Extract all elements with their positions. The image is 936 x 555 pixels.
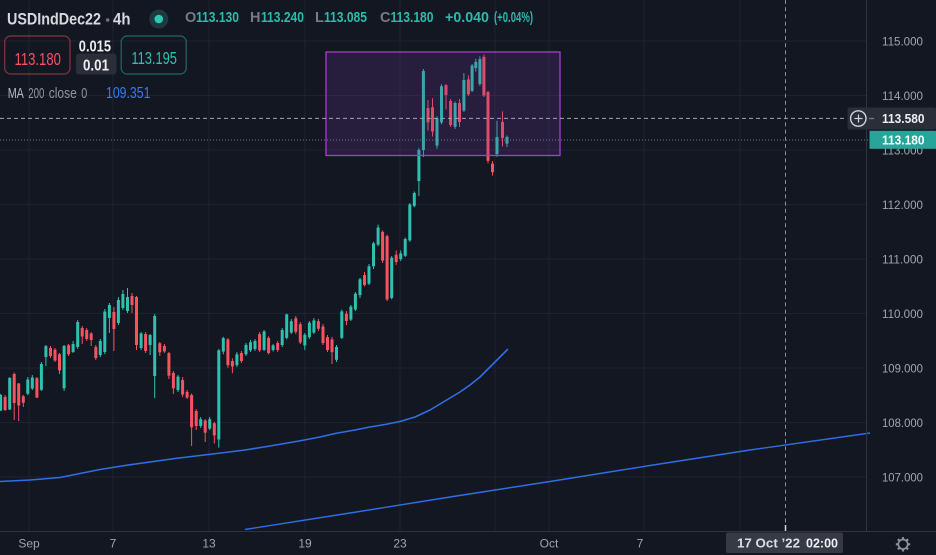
svg-text:Oct: Oct: [540, 537, 559, 551]
svg-text:0.015: 0.015: [79, 39, 111, 56]
svg-text:4h: 4h: [113, 10, 131, 29]
svg-text:02:00: 02:00: [806, 536, 838, 551]
svg-text:19: 19: [298, 537, 312, 551]
svg-text:MA: MA: [8, 85, 24, 102]
svg-text:111.000: 111.000: [882, 253, 923, 267]
svg-text:USDIndDec22: USDIndDec22: [7, 10, 101, 29]
svg-text:114.000: 114.000: [882, 89, 923, 103]
svg-text:112.000: 112.000: [882, 198, 923, 212]
svg-text:+0.040: +0.040: [445, 10, 489, 26]
svg-text:109.000: 109.000: [882, 362, 923, 376]
svg-text:110.000: 110.000: [882, 307, 923, 321]
svg-text:113.195: 113.195: [131, 48, 177, 68]
svg-text:7: 7: [110, 537, 117, 551]
svg-text:200: 200: [28, 85, 44, 102]
svg-text:(+0.04%): (+0.04%): [494, 10, 533, 26]
svg-text:7: 7: [637, 537, 644, 551]
svg-text:115.000: 115.000: [882, 35, 923, 49]
svg-text:L: L: [315, 10, 324, 26]
svg-text:113.180: 113.180: [882, 133, 925, 147]
svg-text:17 Oct ’22: 17 Oct ’22: [737, 536, 800, 551]
svg-text:C: C: [380, 10, 391, 26]
svg-text:0: 0: [81, 85, 87, 102]
svg-text:113.180: 113.180: [391, 10, 434, 26]
svg-text:0.01: 0.01: [83, 58, 109, 75]
svg-text:113.085: 113.085: [324, 10, 367, 26]
svg-text:108.000: 108.000: [882, 416, 923, 430]
svg-text:109.351: 109.351: [106, 85, 150, 102]
svg-text:107.000: 107.000: [882, 471, 923, 485]
svg-text:O: O: [185, 10, 196, 26]
svg-text:close: close: [49, 85, 77, 102]
svg-text:113.130: 113.130: [196, 10, 239, 26]
svg-text:Sep: Sep: [18, 537, 40, 551]
svg-text:13: 13: [202, 537, 216, 551]
svg-text:23: 23: [393, 537, 407, 551]
svg-text:113.580: 113.580: [882, 112, 925, 126]
svg-text:H: H: [250, 10, 260, 26]
svg-text:113.240: 113.240: [261, 10, 304, 26]
svg-text:113.180: 113.180: [15, 49, 62, 69]
